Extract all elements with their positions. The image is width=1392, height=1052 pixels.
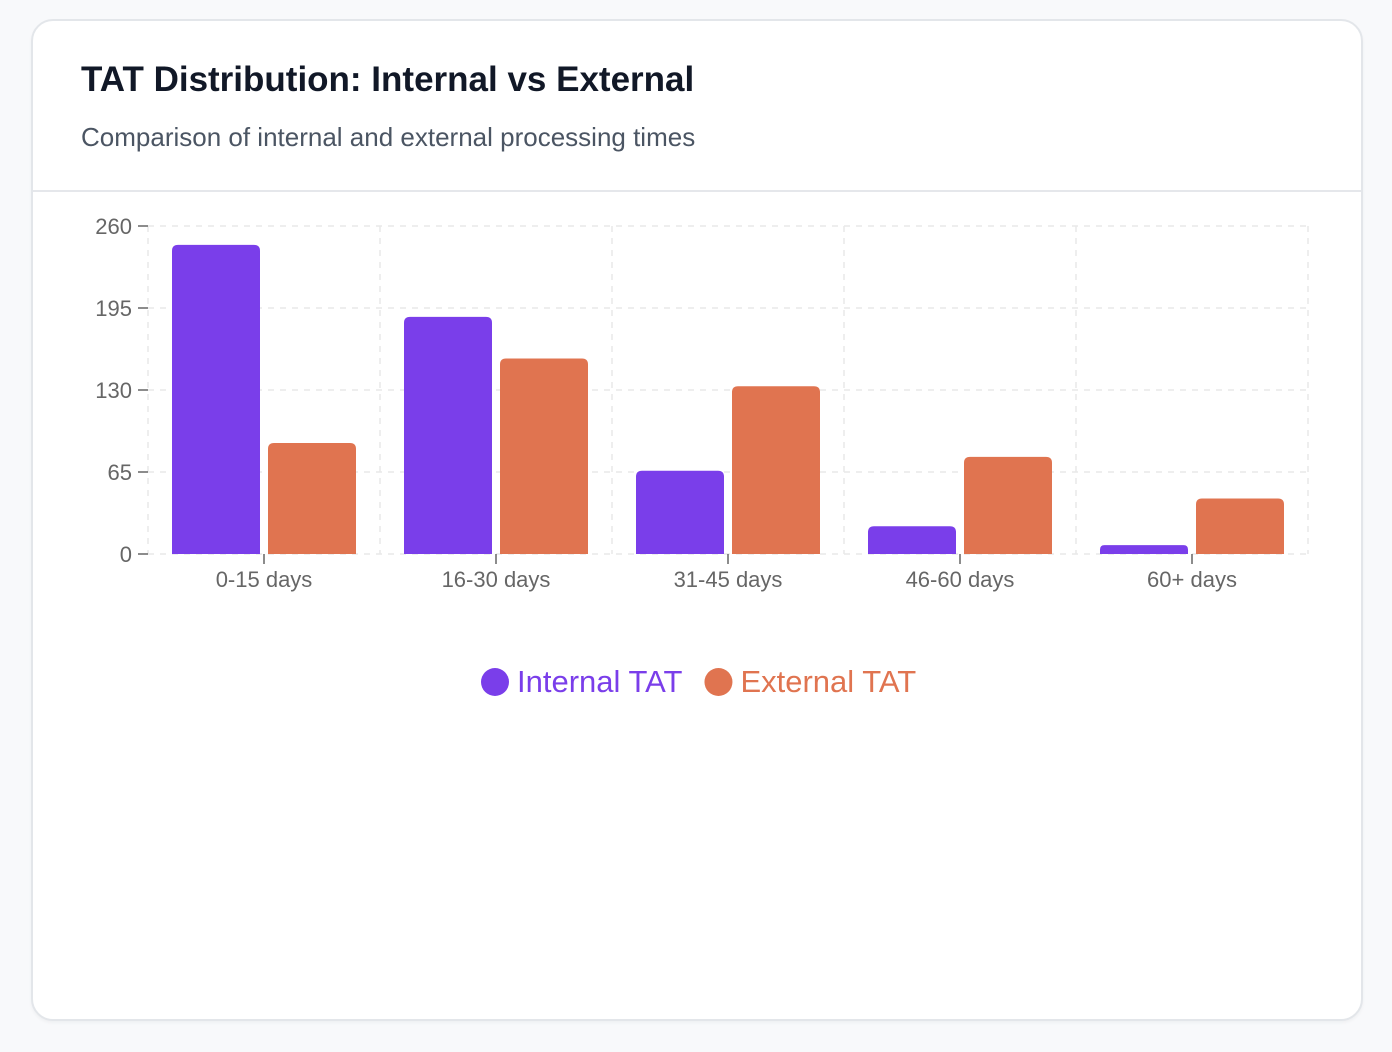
y-tick-label: 260 <box>95 214 132 239</box>
bar-external <box>1196 498 1284 554</box>
legend-label: External TAT <box>740 664 916 699</box>
bar-internal <box>1100 545 1188 554</box>
chart-bars <box>172 244 1284 554</box>
legend-swatch-icon <box>481 668 509 696</box>
chart-legend: Internal TAT External TAT <box>481 664 916 699</box>
y-tick-label: 195 <box>95 296 132 321</box>
bar-internal <box>172 244 260 554</box>
legend-swatch-icon <box>704 668 733 696</box>
legend-label: Internal TAT <box>517 664 682 699</box>
y-tick-label: 0 <box>120 542 132 567</box>
bar-external <box>268 442 356 554</box>
chart-subtitle: Comparison of internal and external proc… <box>81 122 696 152</box>
bar-internal <box>868 526 956 554</box>
x-tick-label: 46-60 days <box>906 567 1015 592</box>
x-tick-label: 16-30 days <box>442 567 551 592</box>
bar-external <box>732 386 820 554</box>
y-tick-label: 130 <box>95 378 132 403</box>
bar-internal <box>404 316 492 554</box>
y-tick-label: 65 <box>108 460 132 485</box>
chart-title: TAT Distribution: Internal vs External <box>81 60 695 99</box>
bar-internal <box>636 470 724 554</box>
card-header: TAT Distribution: Internal vs External C… <box>33 21 1361 192</box>
x-tick-label: 0-15 days <box>216 567 313 592</box>
chart-axes: 0 65 130 195 260 0-15 days 16-30 days 31-45 day… <box>95 214 1237 592</box>
x-tick-label: 60+ days <box>1147 567 1237 592</box>
bar-external <box>500 358 588 554</box>
x-tick-label: 31-45 days <box>674 567 783 592</box>
bar-external <box>964 456 1052 554</box>
